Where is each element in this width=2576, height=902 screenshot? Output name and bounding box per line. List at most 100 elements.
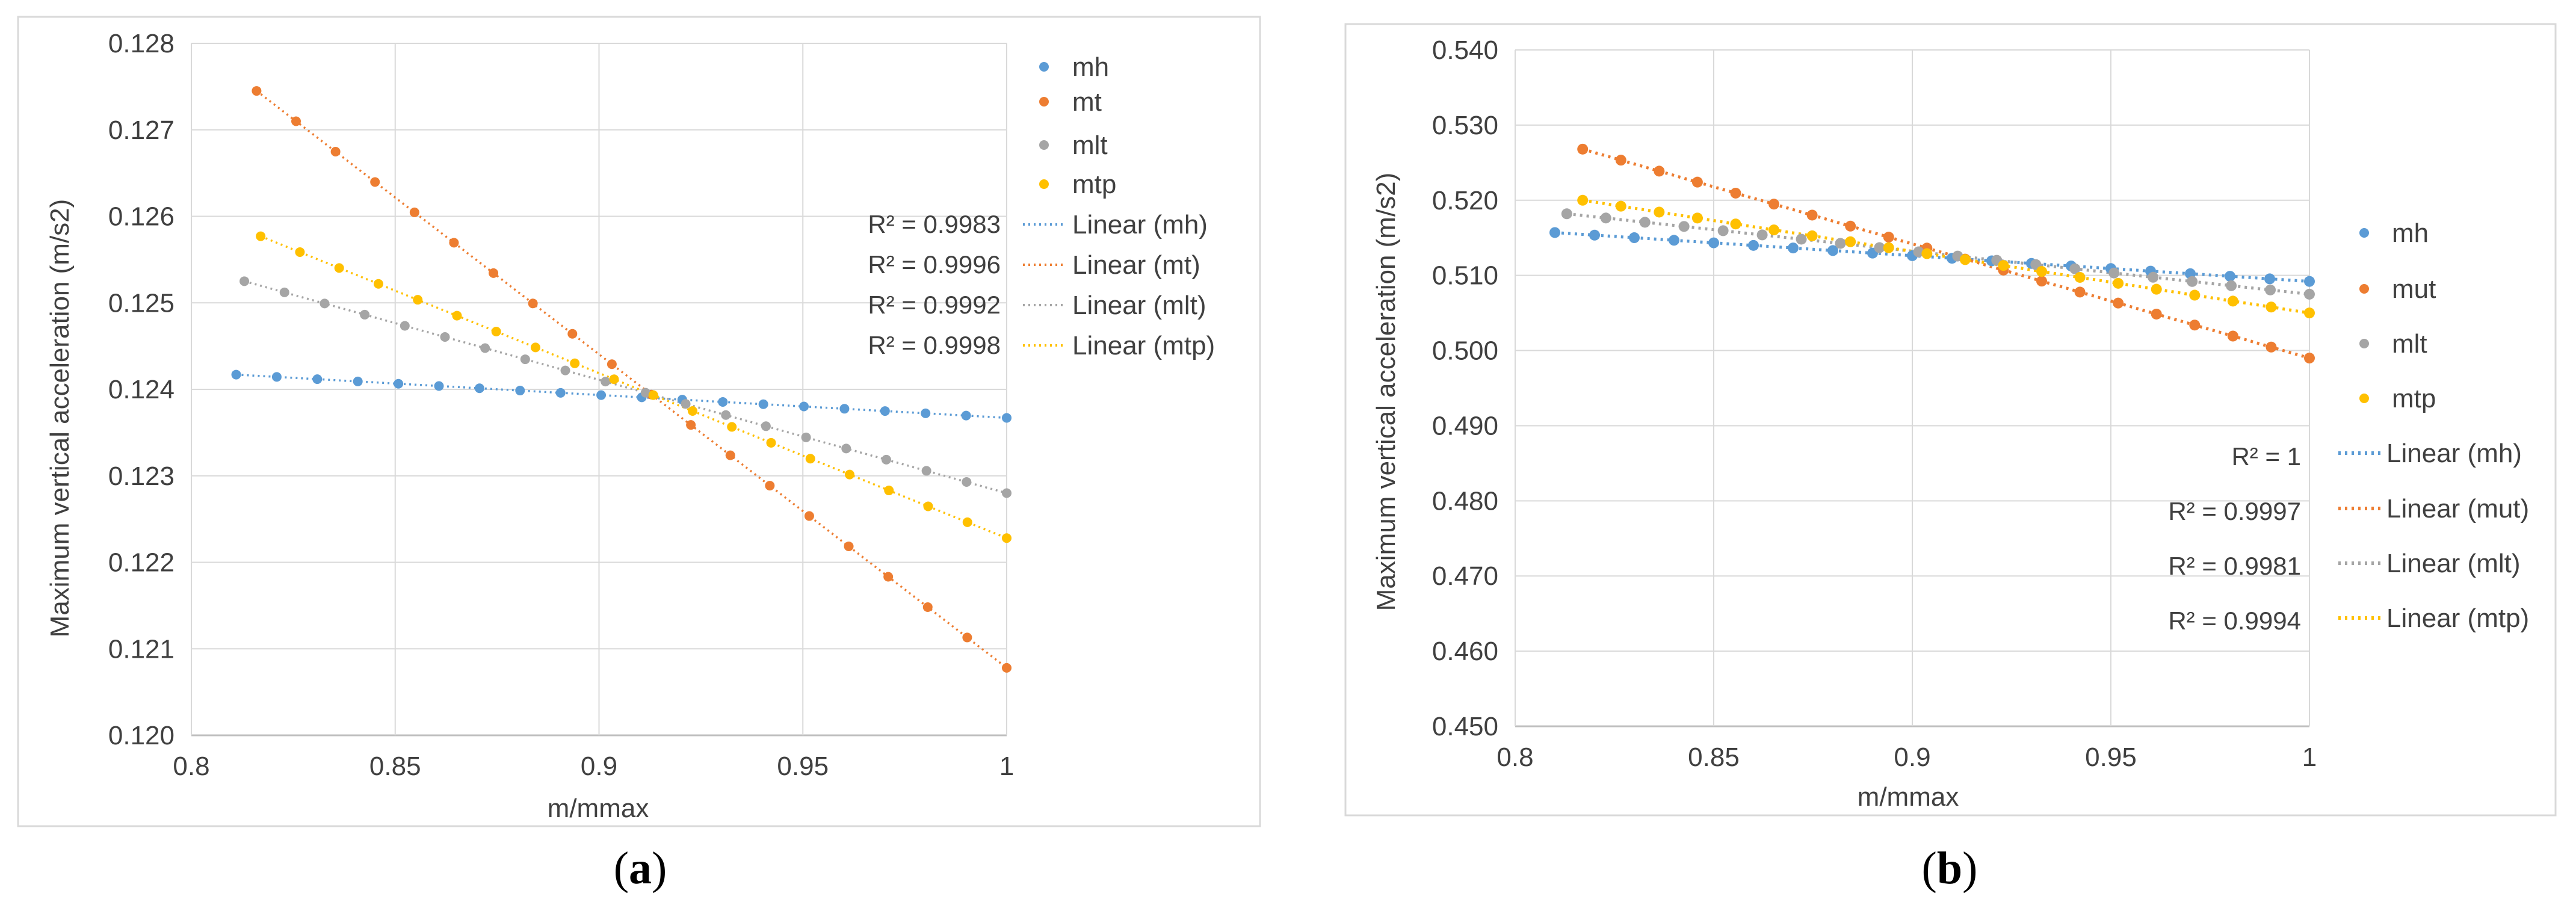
data-point-mtp	[844, 469, 854, 480]
data-point-mh	[231, 369, 241, 380]
data-point-mlt	[1913, 246, 1924, 258]
data-point-mh	[312, 374, 323, 385]
x-tick-label: 0.95	[777, 752, 829, 781]
data-point-mlt	[1717, 225, 1729, 236]
data-point-mt	[489, 268, 499, 278]
y-tick-label: 0.124	[108, 375, 175, 404]
legend-b-linear-mut-label: Linear (mut)	[2386, 494, 2529, 524]
data-point-mut	[2189, 320, 2201, 331]
data-point-mh	[961, 410, 971, 421]
data-point-mut	[1615, 155, 1626, 166]
data-point-mut	[1577, 143, 1589, 155]
data-point-mh	[434, 381, 444, 391]
data-point-mlt	[2069, 263, 2081, 274]
x-tick-label: 0.85	[369, 752, 421, 781]
data-point-mlt	[360, 309, 370, 320]
data-point-mlt	[962, 477, 972, 487]
data-point-mtp	[2189, 289, 2201, 301]
data-point-mtp	[295, 247, 305, 257]
r2-b-mut: R² = 0.9997	[2168, 497, 2301, 525]
chart-b-y-axis-title: Maximum vertical acceleration (m/s2)	[1371, 173, 1401, 611]
data-point-mlt	[1002, 488, 1012, 498]
data-point-mlt	[2187, 276, 2198, 287]
data-point-mlt	[1874, 242, 1885, 253]
data-point-mut	[1730, 187, 1741, 199]
legend-a-mtp-label: mtp	[1072, 170, 1116, 199]
chart-a-x-tick-labels: 0.8 0.85 0.9 0.95 1	[173, 752, 1014, 781]
trendline-mh	[1554, 230, 2310, 283]
x-tick-label: 0.85	[1688, 743, 1740, 772]
trendline-mh	[236, 373, 1007, 419]
y-tick-label: 0.123	[108, 462, 175, 491]
data-point-mtp	[884, 486, 894, 496]
legend-a-mtp-marker	[1039, 179, 1049, 189]
r2-b-mlt: R² = 0.9981	[2168, 552, 2301, 580]
data-point-mlt	[721, 410, 731, 420]
data-point-mut	[2036, 276, 2048, 287]
data-point-mlt	[1678, 221, 1690, 232]
trendline-mlt	[244, 280, 1007, 495]
data-point-mtp	[2113, 277, 2124, 289]
legend-a-linear-mh-label: Linear (mh)	[1072, 210, 1208, 239]
data-point-mh	[1827, 245, 1838, 256]
legend-a-mt-label: mt	[1072, 87, 1102, 117]
data-point-mt	[844, 542, 854, 552]
data-point-mh	[555, 388, 566, 398]
trendline-mtp	[260, 235, 1007, 539]
data-point-mh	[353, 376, 363, 386]
r2-a-mh: R² = 0.9983	[868, 210, 1001, 238]
legend-b-linear-mh-label: Linear (mh)	[2386, 439, 2522, 468]
y-tick-label: 0.500	[1432, 336, 1498, 366]
data-point-mt	[528, 298, 538, 309]
data-point-mh	[880, 406, 890, 416]
chart-a-y-tick-labels: 0.120 0.121 0.122 0.123 0.124 0.125 0.126 0.127…	[108, 29, 175, 750]
data-point-mt	[962, 632, 972, 643]
chart-panel-b: 0.450 0.460 0.470 0.480 0.490 0.500 0.510 0.520…	[1344, 23, 2557, 894]
data-point-mh	[758, 399, 768, 409]
data-point-mtp	[766, 437, 776, 448]
x-tick-label: 0.8	[1496, 743, 1533, 772]
data-point-mtp	[648, 390, 658, 400]
y-tick-label: 0.125	[108, 288, 175, 318]
r2-b-mh: R² = 1	[2231, 442, 2301, 471]
legend-b-linear-mlt-label: Linear (mlt)	[2386, 549, 2521, 578]
legend-a-linear-mlt-label: Linear (mlt)	[1072, 291, 1206, 320]
panel-b-letter: b	[1937, 843, 1962, 894]
data-point-mh	[799, 401, 809, 412]
data-point-mt	[922, 602, 933, 612]
y-tick-label: 0.530	[1432, 111, 1498, 140]
x-tick-label: 1	[999, 752, 1014, 781]
data-point-mt	[449, 238, 459, 248]
legend-b-mut-label: mut	[2392, 274, 2436, 304]
data-point-mtp	[452, 310, 462, 321]
y-tick-label: 0.121	[108, 634, 175, 664]
chart-b-legend: mh mut mlt mtp Linear (mh) Linear (mut) …	[2168, 218, 2529, 635]
data-point-mtp	[1615, 200, 1626, 212]
data-point-mh	[515, 386, 525, 396]
data-point-mh	[1788, 242, 1799, 254]
legend-b-mut-marker	[2359, 284, 2369, 294]
chart-b-gridlines	[1515, 49, 2310, 727]
chart-a-markers	[231, 86, 1012, 673]
chart-a-frame	[17, 16, 1261, 827]
data-point-mlt	[2226, 280, 2237, 291]
data-point-mlt	[2108, 267, 2120, 279]
data-point-mtp	[413, 295, 423, 305]
chart-b-markers	[1549, 143, 2315, 364]
data-point-mh	[1002, 413, 1012, 423]
data-point-mut	[2304, 353, 2315, 364]
x-tick-label: 0.95	[2085, 743, 2137, 772]
data-point-mtp	[1654, 206, 1665, 218]
trendline-mt	[256, 90, 1008, 669]
data-point-mt	[765, 481, 775, 491]
trendline-mut	[1582, 147, 2310, 360]
data-point-mlt	[921, 466, 931, 476]
x-tick-label: 0.9	[581, 752, 617, 781]
data-point-mh	[1549, 227, 1560, 238]
data-point-mtp	[334, 263, 344, 273]
data-point-mtp	[609, 374, 619, 385]
data-point-mt	[567, 329, 578, 339]
data-point-mh	[271, 372, 282, 382]
data-point-mlt	[1639, 217, 1651, 228]
